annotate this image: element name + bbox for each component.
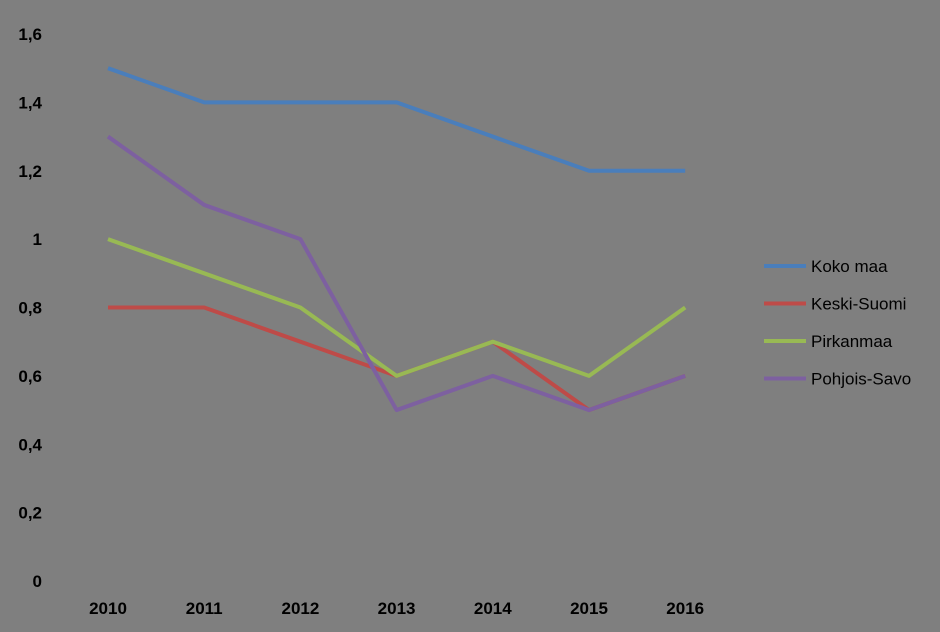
y-axis: 0 0,2 0,4 0,6 0,8 1 1,2 1,4 1,6	[18, 25, 42, 591]
legend-item: Keski-Suomi	[764, 295, 906, 314]
y-tick-label: 1	[33, 230, 42, 249]
legend-label: Koko maa	[811, 257, 888, 276]
y-tick-label: 0	[33, 572, 42, 591]
y-tick-label: 1,4	[18, 93, 42, 112]
y-tick-label: 0,4	[18, 435, 42, 454]
legend-label: Keski-Suomi	[811, 295, 906, 314]
y-tick-label: 1,2	[18, 162, 42, 181]
legend-label: Pohjois-Savo	[811, 370, 911, 389]
x-axis: 2010 2011 2012 2013 2014 2015 2016	[89, 599, 704, 618]
y-tick-label: 0,6	[18, 367, 42, 386]
plot-area	[106, 66, 687, 413]
x-tick-label: 2016	[666, 599, 704, 618]
legend-item: Pohjois-Savo	[764, 370, 911, 389]
x-tick-label: 2015	[570, 599, 608, 618]
series-line-koko-maa	[107, 66, 686, 173]
legend-item: Pirkanmaa	[764, 332, 893, 351]
y-tick-label: 0,2	[18, 504, 42, 523]
x-tick-label: 2013	[378, 599, 416, 618]
legend-item: Koko maa	[764, 257, 888, 276]
legend: Koko maa Keski-Suomi Pirkanmaa Pohjois-Savo	[764, 257, 911, 389]
y-tick-label: 0,8	[18, 299, 42, 318]
x-tick-label: 2014	[474, 599, 512, 618]
series-line-keski-suomi	[108, 305, 686, 413]
legend-label: Pirkanmaa	[811, 332, 893, 351]
series-line-pirkanmaa	[107, 237, 687, 378]
x-tick-label: 2012	[281, 599, 319, 618]
y-tick-label: 1,6	[18, 25, 42, 44]
x-tick-label: 2010	[89, 599, 127, 618]
series-line-pohjois-savo	[106, 134, 686, 413]
x-tick-label: 2011	[186, 599, 223, 618]
